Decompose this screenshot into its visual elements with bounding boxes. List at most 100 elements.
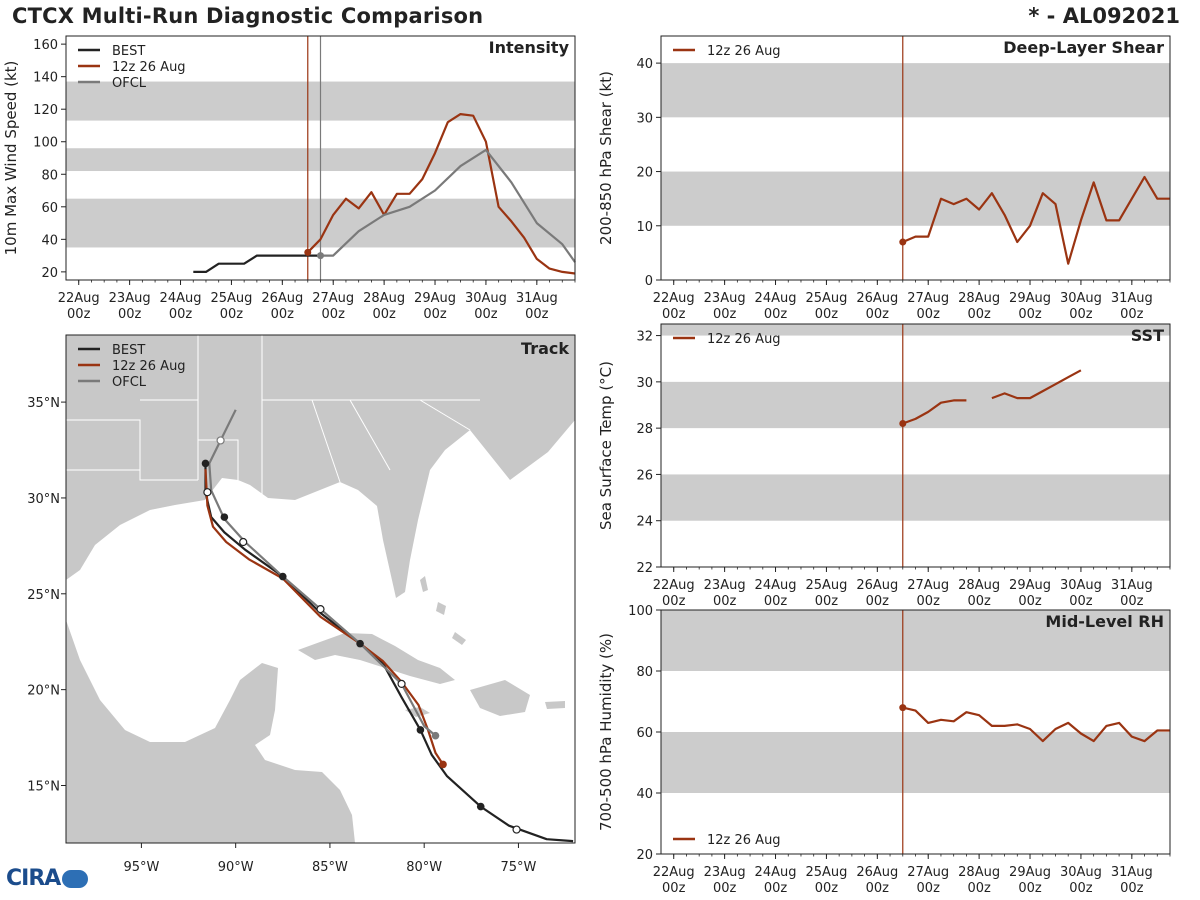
x-tick-label-hour: 00z — [525, 307, 549, 322]
series-line — [307, 112, 576, 275]
track-marker — [201, 459, 210, 468]
track-marker — [356, 639, 364, 648]
x-tick-label-hour: 00z — [662, 881, 686, 896]
y-tick-label: 80 — [636, 665, 653, 680]
track-marker — [416, 726, 425, 734]
x-tick-label-hour: 00z — [866, 881, 890, 896]
legend-label: 12z 26 Aug — [707, 833, 781, 848]
panel-rh: 2040608010022Aug00z23Aug00z24Aug00z25Aug… — [597, 604, 1171, 896]
x-tick-label-hour: 00z — [1069, 307, 1093, 322]
x-tick-label-date: 23Aug — [704, 291, 746, 306]
x-tick-label-date: 31Aug — [1111, 578, 1153, 593]
x-tick-label-date: 25Aug — [210, 291, 252, 306]
y-tick-label: 24 — [636, 515, 653, 530]
x-tick-label-date: 26Aug — [261, 291, 303, 306]
x-tick-label-hour: 00z — [372, 307, 396, 322]
x-tick-label-hour: 00z — [1018, 881, 1042, 896]
y-tick-label: 26 — [636, 468, 653, 483]
x-tick-label-date: 30Aug — [1060, 865, 1102, 880]
lat-tick-label: 15°N — [27, 779, 60, 794]
x-tick-label-date: 29Aug — [1009, 291, 1051, 306]
y-axis-label: 700-500 hPa Humidity (%) — [597, 633, 615, 831]
land-puerto-rico — [545, 701, 565, 709]
x-tick-label-hour: 00z — [1120, 307, 1144, 322]
lat-tick-label: 25°N — [27, 588, 60, 603]
x-tick-label-date: 30Aug — [1060, 291, 1102, 306]
x-tick-label-hour: 00z — [713, 307, 737, 322]
x-tick-label-date: 25Aug — [805, 578, 847, 593]
y-tick-label: 60 — [636, 726, 653, 741]
y-tick-label: 22 — [636, 561, 653, 576]
legend-label: OFCL — [112, 375, 147, 390]
y-tick-label: 30 — [636, 111, 653, 126]
panel-title: Mid-Level RH — [1045, 612, 1164, 631]
y-tick-label: 160 — [33, 38, 58, 53]
lon-tick-label: 75°W — [500, 860, 536, 875]
y-tick-label: 20 — [636, 166, 653, 181]
x-tick-label-hour: 00z — [866, 307, 890, 322]
legend-label: 12z 26 Aug — [112, 60, 186, 75]
x-tick-label-hour: 00z — [220, 307, 244, 322]
land-mexico — [66, 620, 355, 843]
x-tick-label-date: 22Aug — [653, 865, 695, 880]
shaded-band — [661, 63, 1170, 118]
x-tick-label-hour: 00z — [866, 594, 890, 609]
y-tick-label: 10 — [636, 220, 653, 235]
x-tick-label-hour: 00z — [1018, 307, 1042, 322]
y-tick-label: 40 — [636, 787, 653, 802]
x-tick-label-hour: 00z — [967, 881, 991, 896]
y-tick-label: 32 — [636, 330, 653, 345]
x-tick-label-date: 30Aug — [465, 291, 507, 306]
x-tick-label-hour: 00z — [1069, 594, 1093, 609]
x-tick-label-date: 28Aug — [363, 291, 405, 306]
x-tick-label-date: 22Aug — [653, 578, 695, 593]
x-tick-label-hour: 00z — [815, 881, 839, 896]
track-line — [204, 463, 574, 843]
x-tick-label-hour: 00z — [1018, 594, 1042, 609]
series-line — [902, 706, 1170, 743]
y-tick-label: 120 — [33, 103, 58, 118]
y-tick-label: 0 — [645, 274, 653, 289]
lon-tick-label: 90°W — [218, 860, 254, 875]
x-tick-label-date: 28Aug — [958, 578, 1000, 593]
x-tick-label-hour: 00z — [713, 881, 737, 896]
shaded-band — [661, 610, 1170, 671]
track-marker — [278, 572, 287, 581]
lat-tick-label: 20°N — [27, 684, 60, 699]
legend-label: 12z 26 Aug — [707, 44, 781, 59]
x-tick-label-date: 30Aug — [1060, 578, 1102, 593]
lon-tick-label: 80°W — [406, 860, 442, 875]
panel-title: Track — [521, 339, 569, 358]
chart-title: CTCX Multi-Run Diagnostic Comparison — [12, 4, 484, 28]
panel-title: Deep-Layer Shear — [1003, 38, 1164, 57]
y-tick-label: 80 — [41, 168, 58, 183]
land-usa — [66, 335, 575, 598]
x-tick-label-date: 27Aug — [907, 865, 949, 880]
track-marker — [220, 513, 229, 521]
state-borders — [66, 335, 480, 500]
x-tick-label-date: 28Aug — [958, 865, 1000, 880]
x-tick-label-hour: 00z — [917, 307, 941, 322]
x-tick-label-hour: 00z — [967, 594, 991, 609]
x-tick-label-date: 31Aug — [516, 291, 558, 306]
series-marker — [317, 252, 324, 260]
land-hispaniola — [470, 680, 530, 716]
x-tick-label-hour: 00z — [271, 307, 295, 322]
series-marker — [304, 248, 312, 256]
y-tick-label: 20 — [41, 266, 58, 281]
x-tick-label-date: 26Aug — [856, 578, 898, 593]
track-marker-open — [397, 679, 406, 688]
x-tick-label-hour: 00z — [118, 307, 142, 322]
y-tick-label: 100 — [33, 136, 58, 151]
x-tick-label-date: 27Aug — [907, 291, 949, 306]
y-tick-label: 60 — [41, 201, 58, 216]
panel-title: Intensity — [489, 38, 570, 57]
track-line — [208, 409, 437, 737]
track-marker-open — [512, 825, 521, 834]
y-axis-label: Sea Surface Temp (°C) — [597, 361, 615, 530]
x-tick-label-hour: 00z — [662, 594, 686, 609]
map-basemap — [66, 335, 575, 843]
x-tick-label-hour: 00z — [967, 307, 991, 322]
shaded-band — [661, 474, 1170, 521]
